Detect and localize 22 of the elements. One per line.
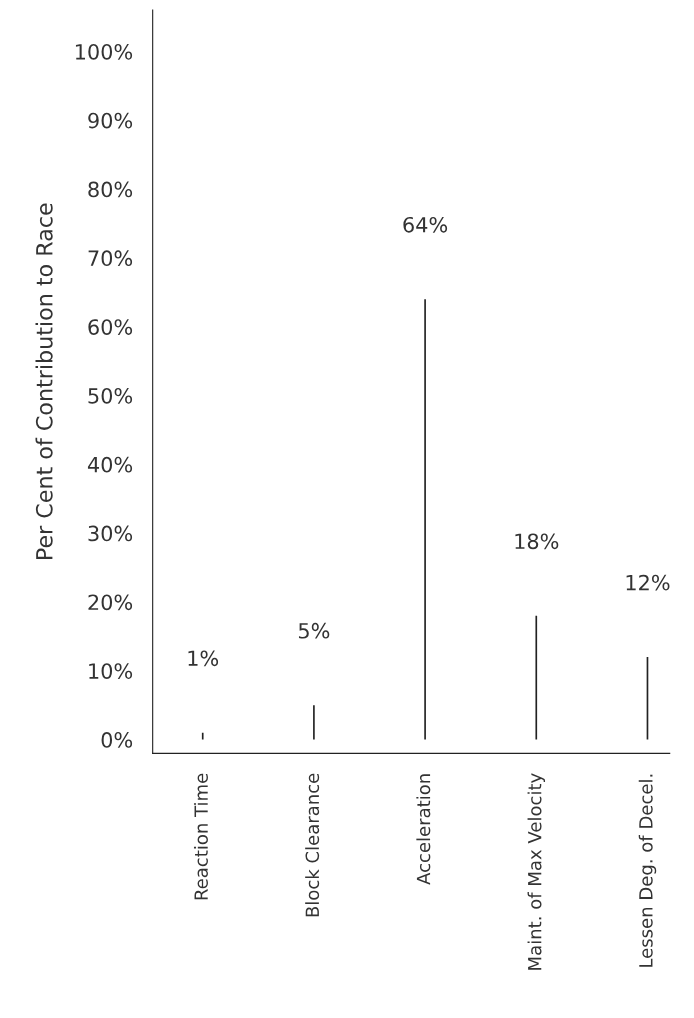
x-tick-label: Maint. of Max Velocity (527, 773, 546, 970)
data-label: 12% (626, 574, 670, 591)
y-tick-label: 20% (88, 594, 133, 611)
data-label: 64% (403, 216, 448, 233)
y-tick-label: 10% (89, 663, 133, 679)
y-tick-label: 90% (88, 112, 133, 129)
data-label: 1% (188, 650, 219, 667)
y-tick-label: 0% (101, 732, 133, 748)
x-tick-label: Acceleration (416, 774, 431, 885)
x-tick-label: Block Clearance (305, 773, 320, 917)
y-tick-label: 70% (88, 250, 133, 267)
data-label: 5% (298, 622, 330, 639)
y-tick-label: 30% (88, 525, 133, 542)
y-tick-label: 50% (88, 387, 133, 404)
x-tick-label: Reaction Time (193, 773, 208, 900)
y-tick-label: 60% (88, 319, 133, 335)
y-tick-label: 40% (87, 456, 133, 473)
x-tick-label: Lessen Deg. of Decel. (638, 774, 657, 967)
y-tick-label: 80% (88, 181, 133, 198)
y-tick-label: 100% (75, 43, 133, 60)
data-label: 18% (515, 533, 559, 550)
y-axis-title: Per Cent of Contribution to Race (35, 203, 53, 559)
